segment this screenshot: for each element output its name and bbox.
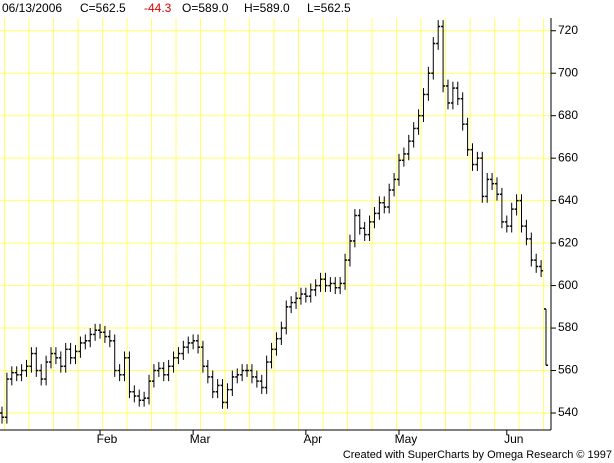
x-tick-label: May	[395, 432, 418, 446]
footer: Created with SuperCharts by Omega Resear…	[343, 449, 612, 461]
y-tick-label: 640	[558, 193, 578, 207]
header-close: C=562.5	[80, 1, 126, 15]
header-change: -44.3	[144, 1, 172, 15]
y-tick-label: 540	[558, 405, 578, 419]
header-high: H=589.0	[244, 1, 290, 15]
plot	[0, 20, 548, 424]
y-tick-label: 700	[558, 65, 578, 79]
x-tick-label: Jun	[504, 432, 523, 446]
y-tick-label: 660	[558, 150, 578, 164]
grid	[0, 18, 556, 430]
y-tick-label: 720	[558, 23, 578, 37]
x-tick-label: Feb	[97, 432, 118, 446]
header-open: O=589.0	[182, 1, 229, 15]
header-date: 06/13/2006	[2, 1, 62, 15]
y-tick-label: 580	[558, 320, 578, 334]
x-tick-label: Apr	[304, 432, 323, 446]
y-tick-label: 620	[558, 235, 578, 249]
header-low: L=562.5	[307, 1, 351, 15]
x-tick-label: Mar	[190, 432, 211, 446]
y-tick-label: 560	[558, 363, 578, 377]
y-tick-label: 680	[558, 108, 578, 122]
y-tick-label: 600	[558, 278, 578, 292]
